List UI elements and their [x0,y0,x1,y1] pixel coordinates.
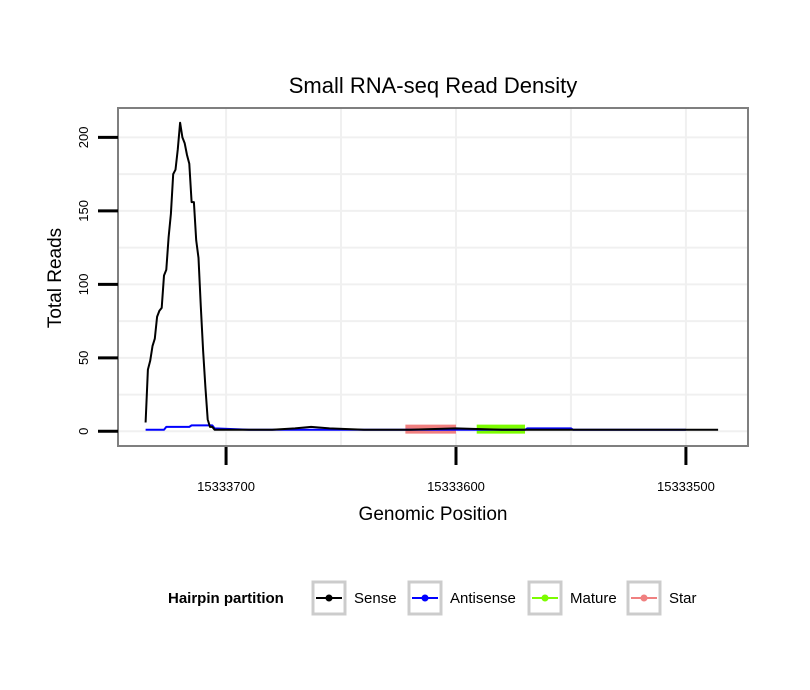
legend-title: Hairpin partition [168,590,284,607]
y-axis-title: Total Reads [45,228,66,328]
x-tick-label: 15333500 [657,479,715,494]
axes: 15333700 15333600 15333500 0 50 100 150 200 [76,127,715,494]
legend-label: Antisense [450,590,516,607]
y-tick-label: 0 [76,428,91,435]
legend-key-point [541,594,549,602]
y-tick-label: 50 [76,351,91,365]
legend: Hairpin partition Sense Antisense Mature St… [168,580,697,616]
grid [119,109,747,445]
plot-panel [117,107,749,447]
x-tick-label: 15333700 [197,479,255,494]
legend-item-antisense: Antisense [407,580,516,616]
series-sense-line [144,121,719,431]
series-layer [144,121,719,434]
legend-key-point [640,594,648,602]
legend-item-mature: Mature [527,580,617,616]
legend-key-point [421,594,429,602]
legend-label: Sense [354,590,397,607]
y-tick-label: 150 [76,200,91,222]
legend-item-star: Star [626,580,697,616]
legend-key-point [325,594,333,602]
x-tick-label: 15333600 [427,479,485,494]
legend-label: Mature [570,590,617,607]
legend-label: Star [669,590,697,607]
y-tick-label: 200 [76,127,91,149]
y-tick-label: 100 [76,273,91,295]
legend-item-sense: Sense [311,580,397,616]
x-axis-title: Genomic Position [359,504,508,525]
chart-title: Small RNA-seq Read Density [289,73,578,98]
